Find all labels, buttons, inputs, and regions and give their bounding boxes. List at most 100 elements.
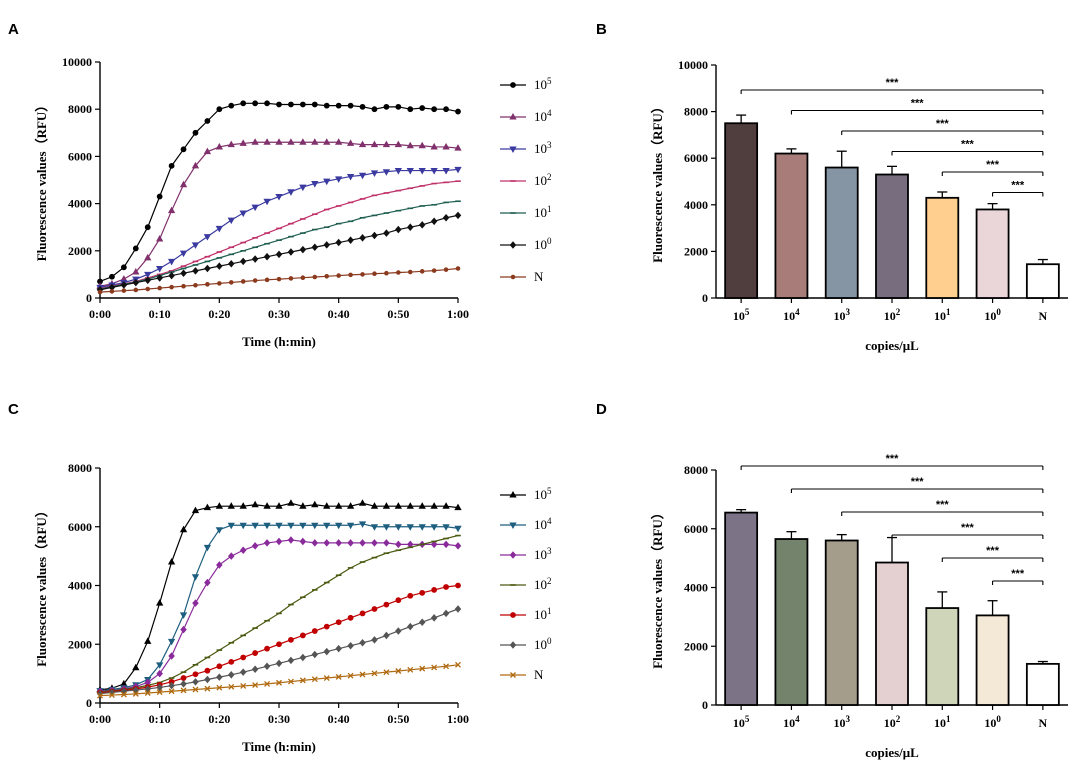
data-point xyxy=(179,525,188,533)
data-point xyxy=(299,502,307,509)
data-point xyxy=(358,499,367,506)
data-point xyxy=(406,168,414,175)
data-point xyxy=(216,561,223,569)
data-point xyxy=(418,502,426,509)
data-point xyxy=(323,178,331,186)
data-point xyxy=(371,606,378,612)
x-tick-label-exp: 4 xyxy=(795,307,800,317)
x-axis-title: copies/μL xyxy=(865,745,919,760)
data-point xyxy=(120,264,127,271)
data-point xyxy=(288,636,294,643)
data-point xyxy=(193,282,198,288)
data-point xyxy=(204,675,211,684)
data-point xyxy=(323,623,330,630)
data-point xyxy=(442,609,450,618)
x-tick-label: 101 xyxy=(934,714,951,730)
data-point xyxy=(180,680,187,688)
significance-bracket: *** xyxy=(740,453,1044,470)
legend-label-base: 10 xyxy=(534,77,547,92)
data-point xyxy=(311,500,319,508)
data-point xyxy=(264,277,270,283)
data-point xyxy=(156,689,163,696)
legend-label-base: 10 xyxy=(534,487,547,502)
data-point xyxy=(372,271,377,276)
data-point xyxy=(251,255,259,263)
data-point xyxy=(395,668,402,674)
significance-label: *** xyxy=(936,499,950,511)
x-tick-label: 101 xyxy=(934,307,951,323)
data-point xyxy=(180,625,187,634)
data-point xyxy=(167,638,176,646)
data-point xyxy=(276,276,282,282)
data-point xyxy=(132,663,140,671)
series-line xyxy=(99,584,459,694)
data-point xyxy=(192,678,199,686)
x-tick-label: 0:30 xyxy=(268,712,290,726)
x-tick-label: 105 xyxy=(733,714,750,730)
data-point xyxy=(204,578,211,587)
x-tick-label-exp: 3 xyxy=(845,714,850,724)
data-point xyxy=(228,260,235,268)
data-point xyxy=(168,271,175,280)
significance-bracket: *** xyxy=(941,159,1044,176)
data-point xyxy=(430,217,438,226)
significance-bracket: *** xyxy=(790,98,1044,115)
data-point xyxy=(383,631,390,640)
data-point xyxy=(299,653,307,662)
bar-100 xyxy=(975,614,1010,706)
data-point xyxy=(168,688,175,695)
y-tick-label: 2000 xyxy=(684,639,708,653)
data-point xyxy=(406,524,414,531)
data-point xyxy=(430,168,438,175)
data-point xyxy=(347,672,354,679)
data-point xyxy=(192,671,199,678)
x-tick-label: 102 xyxy=(884,307,901,323)
data-point xyxy=(323,539,330,547)
data-point xyxy=(263,539,271,547)
data-point xyxy=(180,269,187,277)
legend-item: N xyxy=(500,269,544,284)
data-point xyxy=(239,257,247,266)
legend-marker xyxy=(510,274,516,280)
series-100 xyxy=(96,605,462,698)
data-point xyxy=(347,614,354,621)
y-tick-label: 0 xyxy=(86,696,92,710)
series-104 xyxy=(96,521,462,695)
series-104 xyxy=(96,138,462,289)
legend-label-exp: 4 xyxy=(547,108,552,118)
data-point xyxy=(96,689,104,698)
data-point xyxy=(454,525,462,533)
data-point xyxy=(359,610,366,617)
x-tick-label: 0:40 xyxy=(328,307,350,321)
x-tick-label: 0:30 xyxy=(268,307,290,321)
data-point xyxy=(371,106,378,113)
y-tick-label: 2000 xyxy=(68,244,92,258)
data-point xyxy=(311,650,319,659)
data-point xyxy=(120,281,128,289)
data-point xyxy=(418,141,426,149)
data-point xyxy=(430,142,438,150)
data-point xyxy=(383,229,390,237)
data-point xyxy=(263,662,271,671)
y-tick-label: 6000 xyxy=(684,522,708,536)
data-point xyxy=(287,536,295,544)
data-point xyxy=(418,221,426,229)
series-101 xyxy=(97,582,461,696)
y-tick-label: 6000 xyxy=(68,149,92,163)
data-point xyxy=(275,522,283,530)
data-point xyxy=(335,502,343,509)
bar-104 xyxy=(774,538,809,706)
data-point xyxy=(454,542,462,550)
data-point xyxy=(454,503,462,511)
data-point xyxy=(443,106,449,113)
data-point xyxy=(430,524,438,531)
data-point xyxy=(191,161,200,169)
data-point xyxy=(407,269,413,275)
y-tick-label: 8000 xyxy=(684,463,708,477)
bar-101 xyxy=(925,607,960,706)
x-tick-label: 0:50 xyxy=(387,712,409,726)
legend-label-base: 10 xyxy=(534,517,547,532)
series-105 xyxy=(96,499,462,693)
data-point xyxy=(335,644,342,653)
data-point xyxy=(371,539,378,547)
